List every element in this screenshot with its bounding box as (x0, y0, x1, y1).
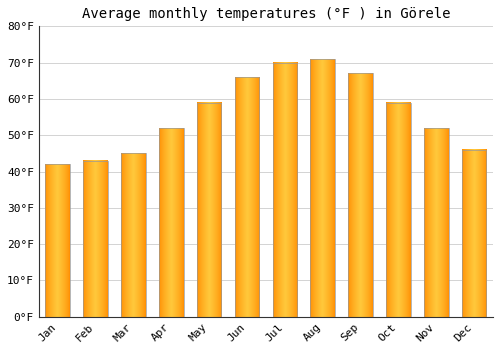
Title: Average monthly temperatures (°F ) in Görele: Average monthly temperatures (°F ) in Gö… (82, 7, 450, 21)
Bar (462, 150, 486, 317)
Bar (386, 103, 410, 317)
Bar (197, 103, 222, 317)
Bar (424, 128, 448, 317)
Bar (84, 161, 108, 317)
Bar (234, 77, 260, 317)
Bar (272, 63, 297, 317)
Bar (348, 74, 373, 317)
Bar (310, 59, 335, 317)
Bar (159, 128, 184, 317)
Bar (46, 164, 70, 317)
Bar (121, 153, 146, 317)
